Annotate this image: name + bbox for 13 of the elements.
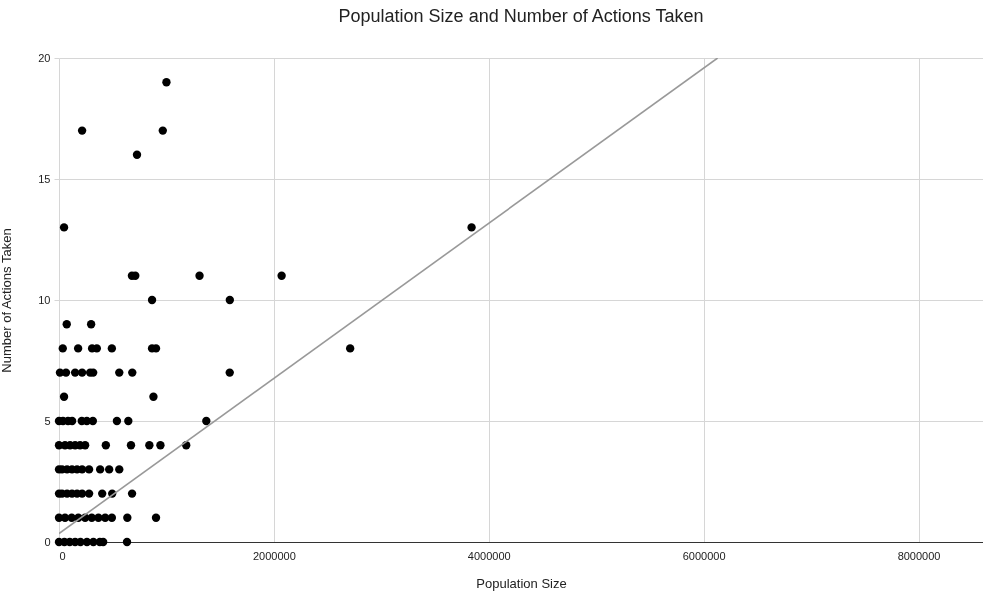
chart-title: Population Size and Number of Actions Taken bbox=[338, 6, 704, 26]
y-tick-label: 0 bbox=[44, 535, 51, 548]
x-tick-label: 8000000 bbox=[897, 549, 941, 562]
x-tick-label: 4000000 bbox=[467, 549, 511, 562]
y-tick-label: 20 bbox=[38, 51, 51, 64]
y-tick-label: 15 bbox=[38, 172, 51, 185]
y-tick-label: 10 bbox=[38, 293, 51, 306]
x-tick-label: 0 bbox=[59, 549, 66, 562]
y-tick-label: 5 bbox=[44, 414, 51, 427]
x-axis-title: Population Size bbox=[476, 575, 567, 591]
x-tick-label: 2000000 bbox=[252, 549, 296, 562]
y-axis-title: Number of Actions Taken bbox=[0, 228, 15, 373]
x-tick-label: 6000000 bbox=[682, 549, 726, 562]
